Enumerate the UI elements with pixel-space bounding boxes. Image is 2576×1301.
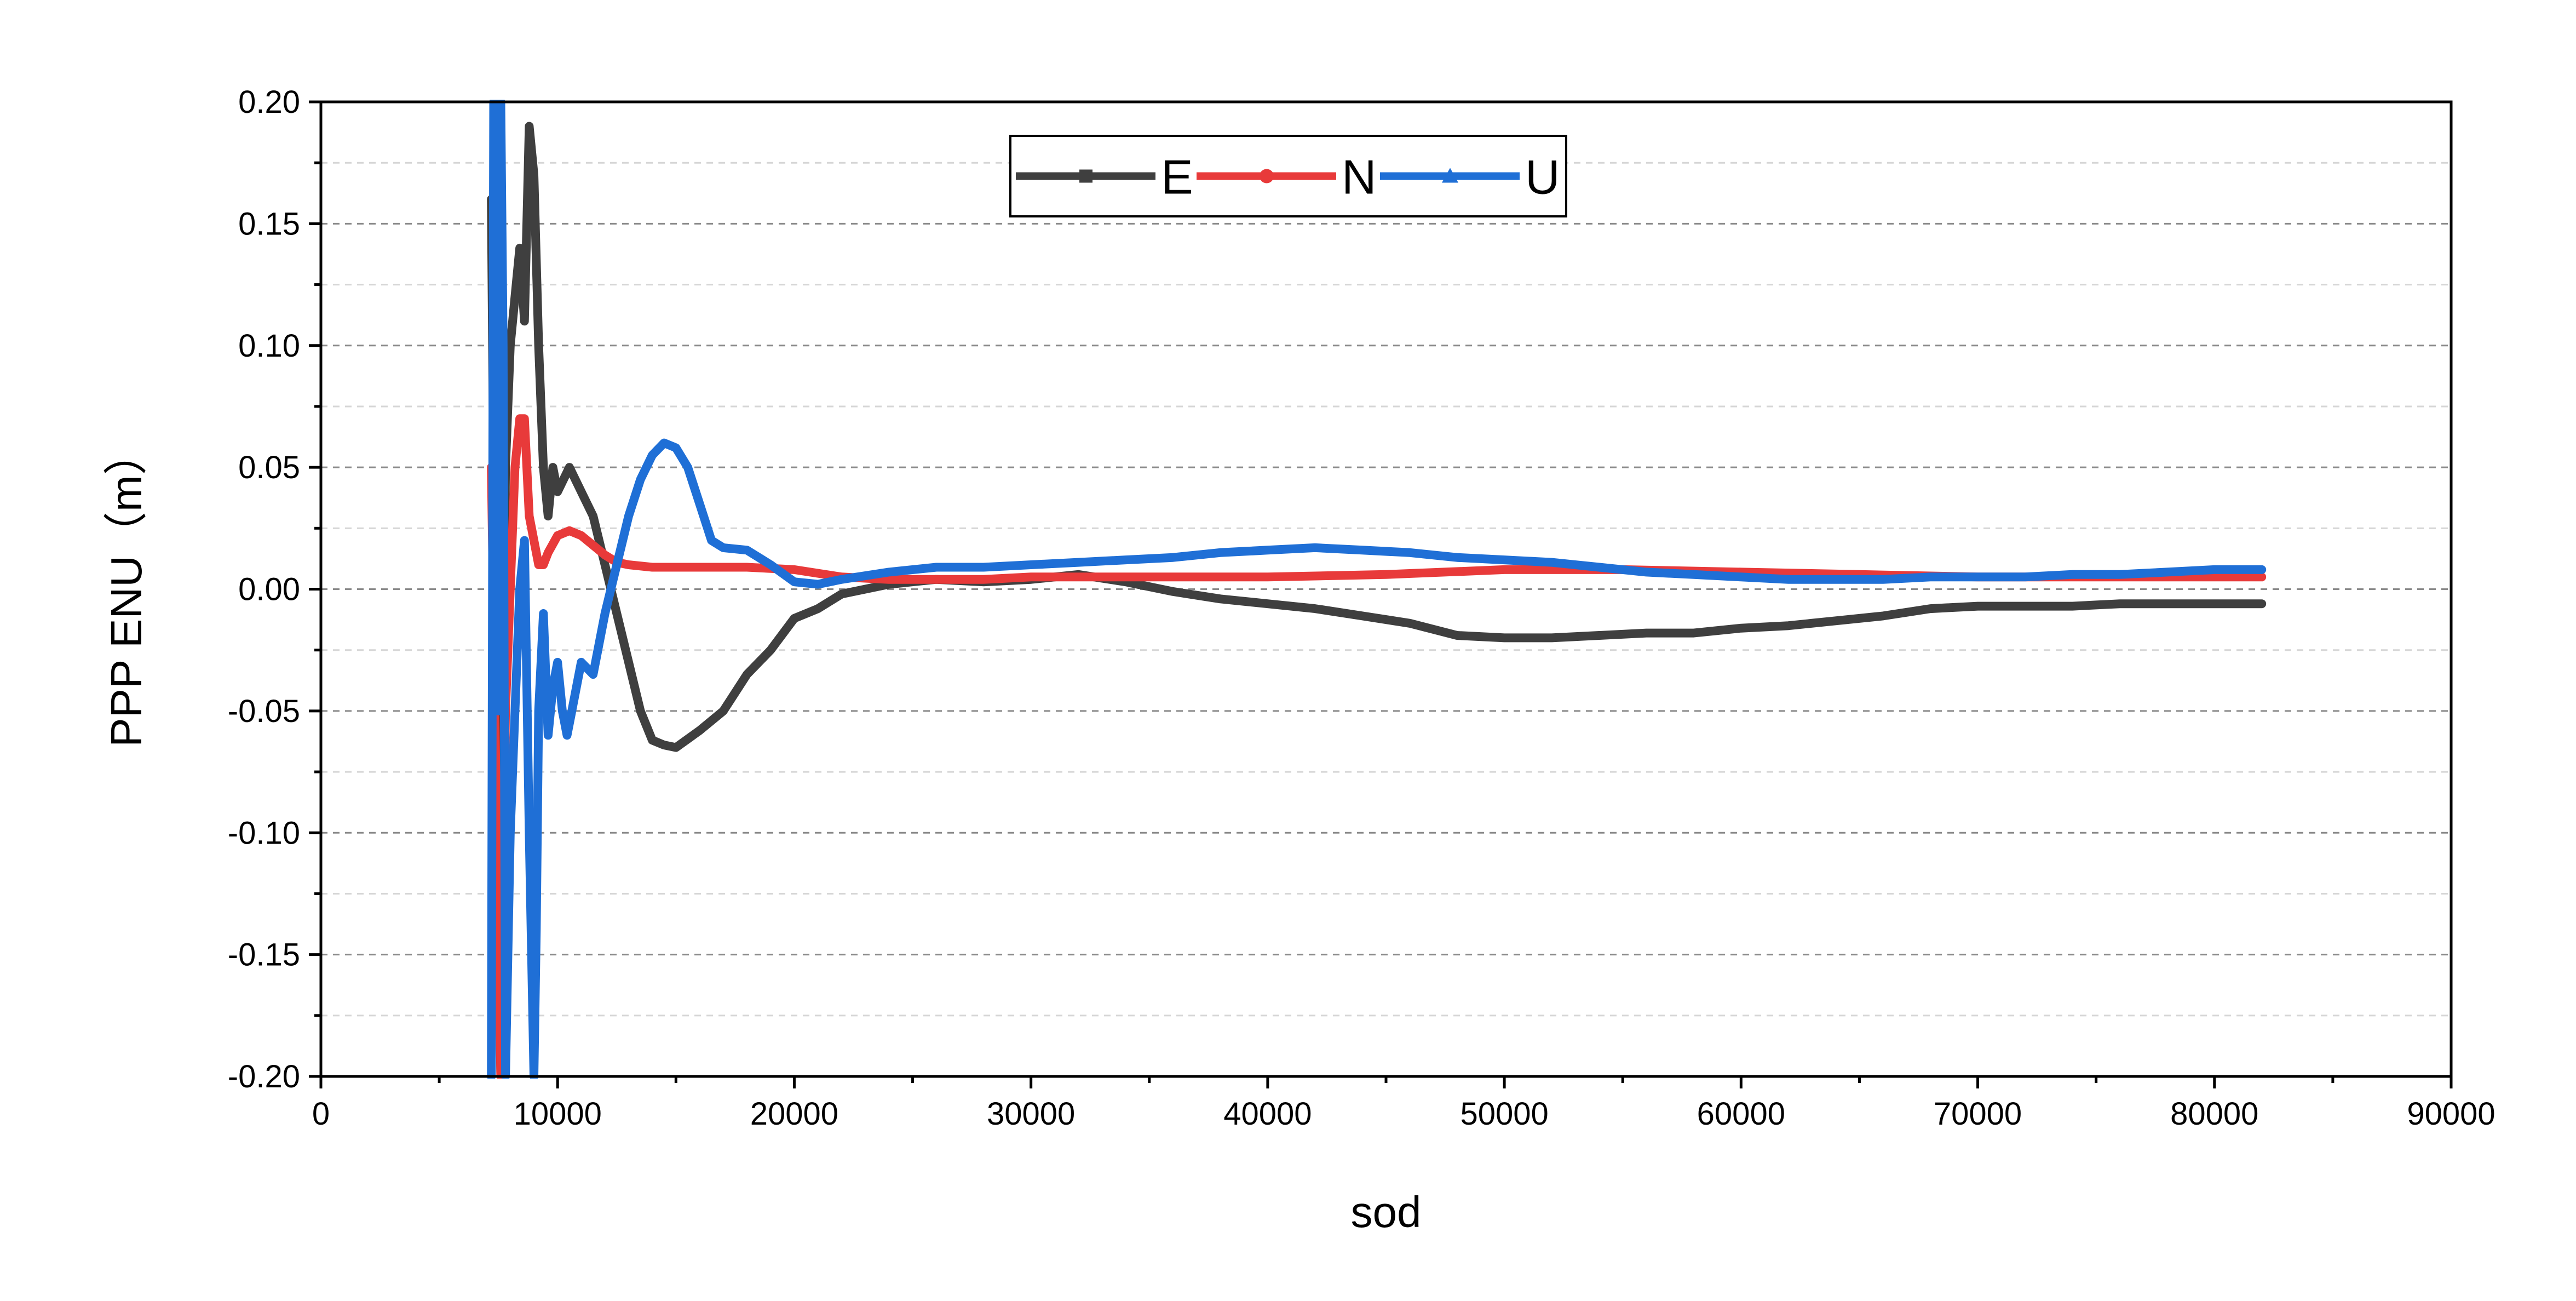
legend-marker-U [1442, 168, 1458, 183]
y-tick-label: -0.10 [228, 815, 300, 851]
x-tick-labels: 0 10000 20000 30000 40000 50000 60000 70000 8000… [312, 1096, 2496, 1132]
series-line-N [487, 414, 2267, 1079]
x-tick-label: 90000 [2407, 1096, 2495, 1132]
x-tick-label: 30000 [987, 1096, 1075, 1132]
legend-label-E: E [1161, 150, 1193, 204]
y-tick-label: -0.15 [228, 937, 300, 973]
x-tick-label: 20000 [750, 1096, 838, 1132]
y-axis-title: PPP ENU（m） [102, 431, 151, 747]
x-axis-title: sod [1351, 1188, 1422, 1236]
y-tick-label: -0.05 [228, 694, 300, 729]
legend-label-U: U [1525, 150, 1560, 204]
x-tick-label: 70000 [1934, 1096, 2022, 1132]
y-tick-label: -0.20 [228, 1059, 300, 1094]
x-tick-label: 50000 [1460, 1096, 1548, 1132]
legend-marker-N [1260, 169, 1274, 184]
x-tick-label: 0 [312, 1096, 330, 1132]
y-tick-label: 0.15 [238, 206, 300, 242]
series-line-E [487, 122, 2267, 1079]
y-tick-label: 0.20 [238, 84, 300, 120]
series-layer [487, 100, 2267, 1079]
y-tick-label: 0.05 [238, 450, 300, 485]
legend-marker-E [1079, 169, 1092, 183]
legend-label-N: N [1342, 150, 1377, 204]
y-tick-labels: -0.20 -0.15 -0.10 -0.05 0.00 0.05 0.10 0.15 0.20 [228, 84, 300, 1094]
x-tick-label: 40000 [1223, 1096, 1312, 1132]
y-tick-label: 0.00 [238, 572, 300, 607]
x-tick-label: 60000 [1697, 1096, 1785, 1132]
x-tick-label: 10000 [514, 1096, 602, 1132]
y-tick-label: 0.10 [238, 328, 300, 364]
axis-ticks [309, 100, 2453, 1088]
series-line-U [487, 100, 2267, 1079]
x-tick-label: 80000 [2170, 1096, 2258, 1132]
